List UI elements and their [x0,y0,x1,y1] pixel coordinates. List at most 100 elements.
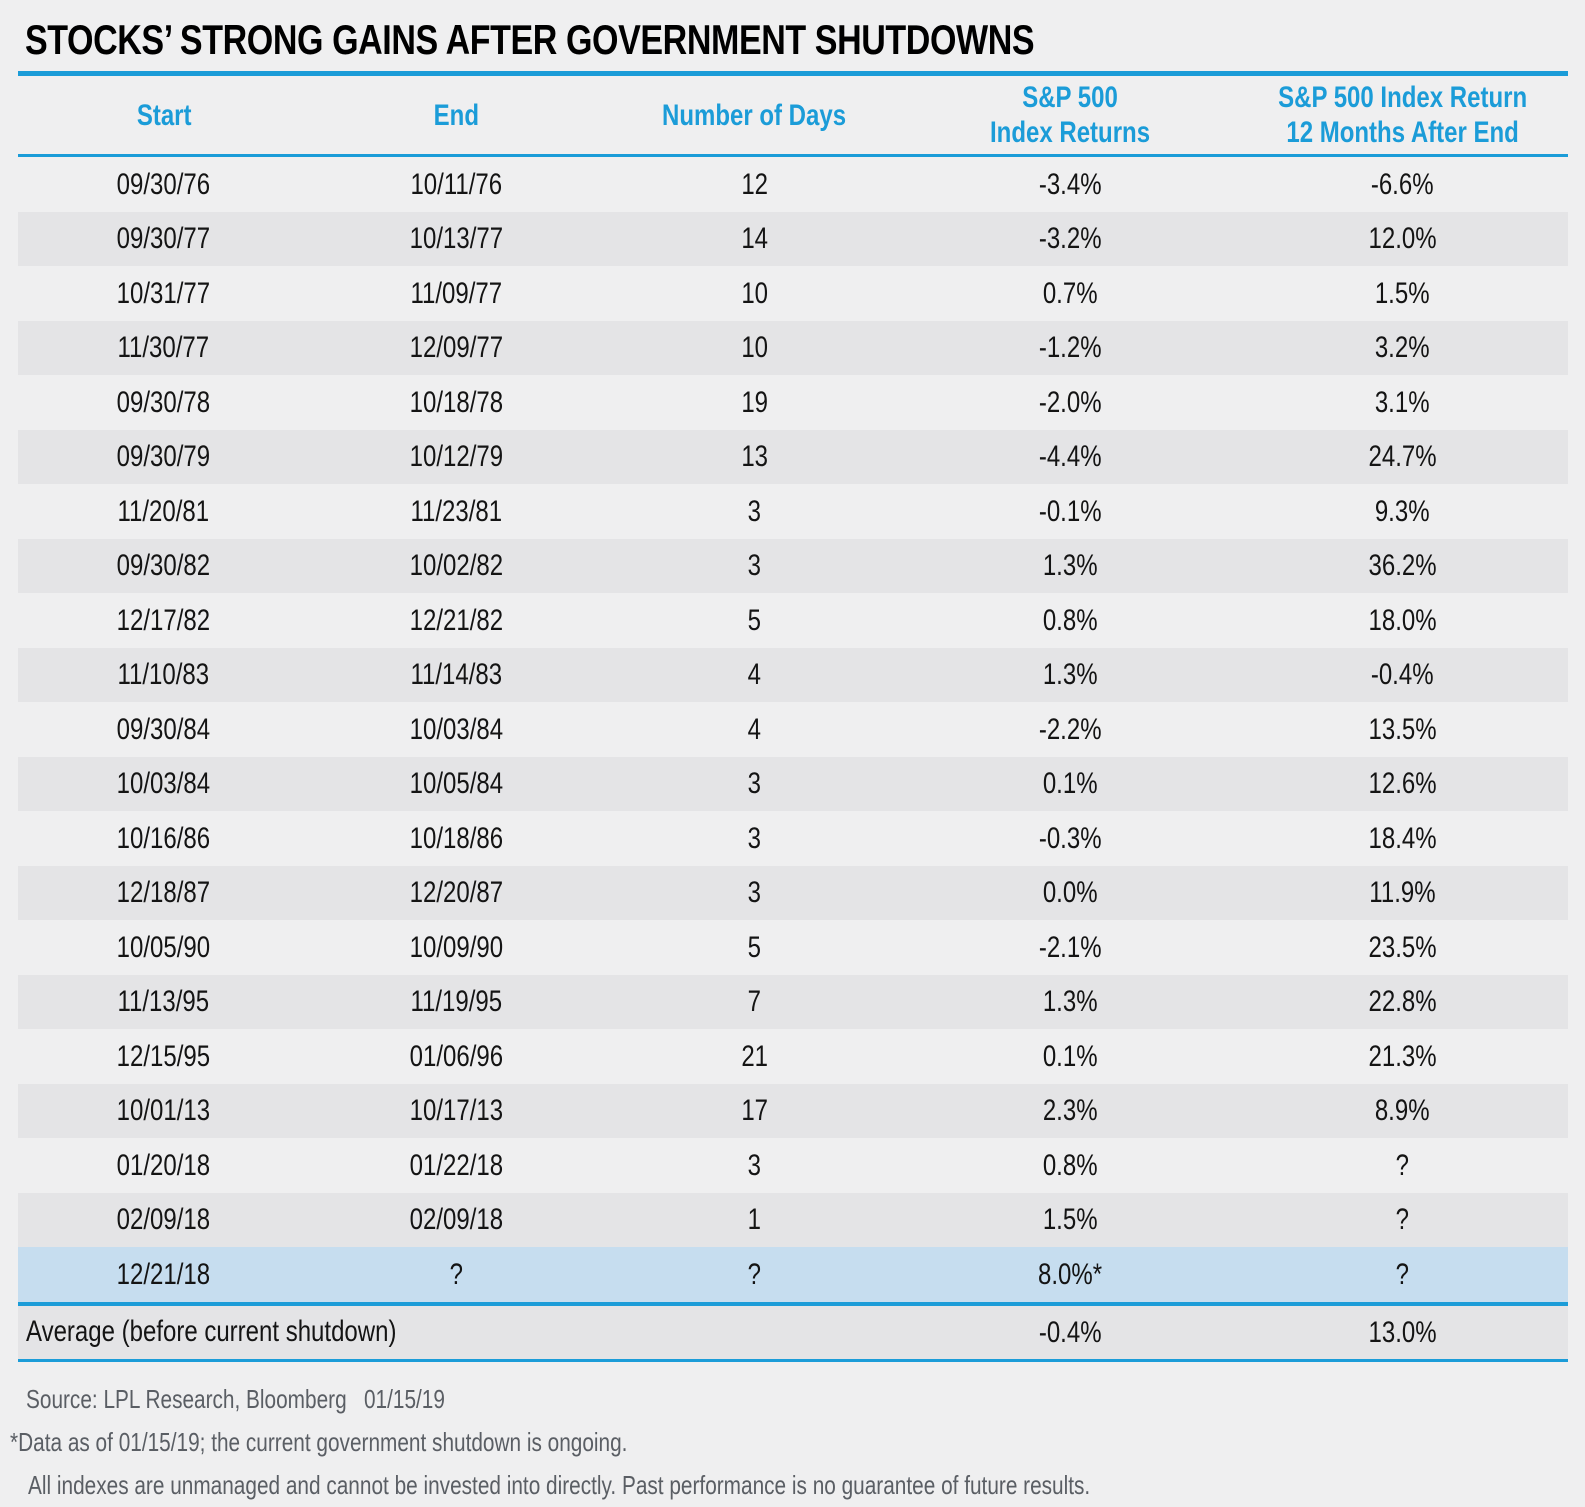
footnote-disclaimer: All indexes are unmanaged and cannot be … [18,1470,1568,1501]
cell-sp500-index-returns: 0.8% [1043,603,1098,637]
average-row: Average (before current shutdown) -0.4% … [18,1303,1568,1362]
cell-number-of-days: 12 [740,167,768,201]
cell-end: 10/09/90 [409,930,504,964]
table-row: 09/30/76 10/11/76 12 -3.4% -6.6% [18,156,1568,212]
table-row: 09/30/78 10/18/78 19 -2.0% 3.1% [18,375,1568,430]
cell-sp500-index-returns: -1.2% [904,320,1237,375]
cell-end: 10/11/76 [410,167,503,201]
table-row: 10/05/90 10/09/90 5 -2.1% 23.5% [18,920,1568,975]
cell-average-label: Average (before current shutdown) [18,1303,905,1362]
cell-start: 09/30/77 [18,211,310,266]
cell-number-of-days: 10 [603,320,905,375]
cell-sp500-return-12-months: 22.8% [1236,974,1568,1029]
cell-sp500-return-12-months: ? [1395,1148,1409,1182]
cell-end: 11/14/83 [309,647,604,702]
cell-sp500-index-returns: 2.3% [904,1083,1237,1138]
cell-sp500-index-returns: 0.8% [1043,1148,1098,1182]
cell-end: 01/06/96 [409,1039,504,1073]
column-header-end: End [309,71,604,157]
cell-sp500-index-returns: -0.1% [1039,494,1102,528]
table-row: 10/03/84 10/05/84 3 0.1% 12.6% [18,756,1568,811]
cell-number-of-days: 3 [603,538,905,593]
cell-end: 11/19/95 [309,974,604,1029]
column-header-start: Start [18,71,310,157]
table-row: 10/16/86 10/18/86 3 -0.3% 18.4% [18,811,1568,866]
cell-sp500-return-12-months: 23.5% [1368,930,1437,964]
cell-end: 10/13/77 [309,211,604,266]
chart-card: STOCKS’ STRONG GAINS AFTER GOVERNMENT SH… [0,16,1585,1501]
cell-number-of-days: 21 [740,1039,768,1073]
table-header: Start End Number of Days S&P 500 Index Retur… [18,71,1568,157]
cell-sp500-index-returns: -2.2% [1039,712,1102,746]
cell-start: 11/30/77 [18,320,310,375]
cell-number-of-days: 3 [747,821,761,855]
cell-start: 12/15/95 [116,1039,211,1073]
cell-sp500-return-12-months: 21.3% [1368,1039,1437,1073]
cell-number-of-days: 3 [747,494,761,528]
cell-start: 02/09/18 [18,1192,310,1247]
cell-sp500-return-12-months: 11.9% [1236,865,1568,920]
table-row: 11/10/83 11/14/83 4 1.3% -0.4% [18,647,1568,702]
table-row: 09/30/77 10/13/77 14 -3.2% 12.0% [18,211,1568,266]
cell-average-sp500-return-12m: 13.0% [1236,1303,1568,1362]
cell-end: 12/21/82 [409,603,504,637]
disclaimer-text: All indexes are unmanaged and cannot be … [28,1469,1091,1500]
cell-sp500-return-12-months: 24.7% [1236,429,1568,484]
footnote-mark: * [10,1426,19,1457]
cell-start: 11/10/83 [18,647,310,702]
source-note: Source: LPL Research, Bloomberg 01/15/19 [18,1384,1568,1415]
cell-start: 10/05/90 [116,930,211,964]
cell-sp500-index-returns: -4.4% [904,429,1237,484]
cell-number-of-days: 10 [740,276,768,310]
cell-start: 10/01/13 [18,1083,310,1138]
table-row: 09/30/79 10/12/79 13 -4.4% 24.7% [18,429,1568,484]
cell-start: 09/30/82 [18,538,310,593]
cell-end: 11/23/81 [410,494,503,528]
cell-start: 10/16/86 [116,821,211,855]
cell-start: 09/30/84 [116,712,211,746]
cell-sp500-index-returns: 8.0%* [904,1247,1237,1306]
table-row: 01/20/18 01/22/18 3 0.8%? [18,1138,1568,1193]
cell-average-sp500-return: -0.4% [904,1303,1237,1362]
cell-end: 10/17/13 [309,1083,604,1138]
cell-sp500-return-12-months: 13.5% [1368,712,1437,746]
table-row: 11/20/81 11/23/81 3 -0.1% 9.3% [18,484,1568,539]
column-header-sp500-return-12-months: S&P 500 Index Return 12 Months After End [1236,71,1568,157]
cell-number-of-days: 5 [747,930,761,964]
cell-end: 12/09/77 [309,320,604,375]
average-sp500-return: -0.4% [1039,1315,1102,1349]
cell-start: 10/31/77 [116,276,211,310]
cell-sp500-index-returns: -2.1% [1039,930,1102,964]
cell-number-of-days: 3 [603,756,905,811]
header-row: Start End Number of Days S&P 500 Index Retur… [18,71,1568,157]
average-sp500-return-12m: 13.0% [1368,1315,1437,1349]
cell-number-of-days: 4 [603,647,905,702]
footer: Source: LPL Research, Bloomberg 01/15/19… [10,1384,1568,1501]
cell-number-of-days: 5 [747,603,761,637]
cell-start: 01/20/18 [116,1148,211,1182]
source-text: Source: LPL Research, Bloomberg 01/15/19 [26,1383,445,1414]
cell-end: 01/22/18 [409,1148,504,1182]
cell-end: 10/02/82 [309,538,604,593]
cell-number-of-days: 3 [603,865,905,920]
cell-sp500-return-12-months: 3.2% [1236,320,1568,375]
cell-number-of-days: 3 [747,1148,761,1182]
column-header-sp500-index-returns: S&P 500 Index Returns [904,71,1237,157]
table-row: 12/15/95 01/06/96 21 0.1% 21.3% [18,1029,1568,1084]
cell-sp500-return-12-months: -6.6% [1370,167,1434,201]
cell-start: 09/30/78 [116,385,211,419]
cell-number-of-days: ? [603,1247,905,1306]
column-header-number-of-days: Number of Days [603,71,905,157]
table-row: 11/13/95 11/19/95 7 1.3% 22.8% [18,974,1568,1029]
cell-end: 10/12/79 [309,429,604,484]
page-title: STOCKS’ STRONG GAINS AFTER GOVERNMENT SH… [25,16,1035,63]
cell-sp500-index-returns: 1.3% [904,974,1237,1029]
cell-start: 12/17/82 [116,603,211,637]
cell-end: 10/18/86 [409,821,504,855]
table-row: 10/01/13 10/17/13 17 2.3% 8.9% [18,1083,1568,1138]
cell-sp500-return-12-months: 18.0% [1368,603,1437,637]
cell-start: 10/03/84 [18,756,310,811]
cell-sp500-index-returns: 0.1% [1043,1039,1098,1073]
cell-sp500-return-12-months: 12.0% [1236,211,1568,266]
cell-end: 11/09/77 [410,276,503,310]
